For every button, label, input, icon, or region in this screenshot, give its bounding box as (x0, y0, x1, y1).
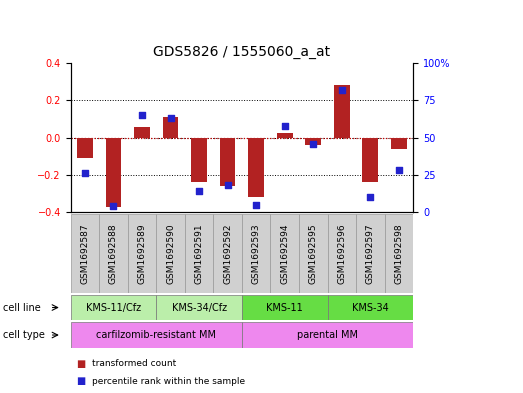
Text: GSM1692595: GSM1692595 (309, 223, 318, 284)
Text: ■: ■ (76, 376, 85, 386)
Bar (270, 214, 299, 293)
Text: transformed count: transformed count (92, 359, 176, 368)
Text: GSM1692589: GSM1692589 (138, 223, 146, 284)
Bar (156, 295, 242, 320)
Bar (384, 214, 413, 293)
Bar (299, 214, 327, 293)
Text: GSM1692597: GSM1692597 (366, 223, 375, 284)
Point (81, 170, 89, 176)
Bar (242, 214, 270, 293)
Bar (248, 138, 264, 197)
Text: carfilzomib-resistant MM: carfilzomib-resistant MM (96, 330, 216, 340)
Text: GSM1692593: GSM1692593 (252, 223, 260, 284)
Point (309, 140, 317, 147)
Text: percentile rank within the sample: percentile rank within the sample (92, 377, 245, 386)
Bar (391, 138, 407, 149)
Bar (213, 214, 242, 293)
Bar (71, 295, 156, 320)
Bar (327, 214, 356, 293)
Point (166, 115, 175, 121)
Point (252, 202, 260, 208)
Bar (99, 214, 128, 293)
Bar (163, 117, 178, 138)
Text: cell line: cell line (3, 303, 40, 312)
Bar (334, 85, 350, 138)
Bar (71, 214, 99, 293)
Bar (327, 295, 413, 320)
Bar (305, 138, 321, 145)
Bar (106, 138, 121, 207)
Point (223, 182, 232, 189)
Text: GSM1692590: GSM1692590 (166, 223, 175, 284)
Text: GSM1692588: GSM1692588 (109, 223, 118, 284)
Text: GDS5826 / 1555060_a_at: GDS5826 / 1555060_a_at (153, 45, 331, 59)
Text: cell type: cell type (3, 330, 44, 340)
Point (109, 203, 118, 209)
Point (280, 123, 289, 129)
Bar (134, 127, 150, 138)
Bar (77, 138, 93, 158)
Text: KMS-34: KMS-34 (352, 303, 389, 312)
Bar (156, 214, 185, 293)
Bar (242, 295, 327, 320)
Point (366, 194, 374, 200)
Text: KMS-11: KMS-11 (266, 303, 303, 312)
Text: KMS-34/Cfz: KMS-34/Cfz (172, 303, 226, 312)
Text: GSM1692591: GSM1692591 (195, 223, 203, 284)
Text: GSM1692592: GSM1692592 (223, 223, 232, 284)
Bar (185, 214, 213, 293)
Text: GSM1692594: GSM1692594 (280, 223, 289, 284)
Bar (356, 214, 384, 293)
Bar (128, 214, 156, 293)
Point (395, 167, 403, 174)
Bar (71, 322, 242, 348)
Text: KMS-11/Cfz: KMS-11/Cfz (86, 303, 141, 312)
Bar (242, 322, 413, 348)
Point (195, 188, 203, 195)
Bar (277, 133, 292, 138)
Text: GSM1692598: GSM1692598 (394, 223, 403, 284)
Text: GSM1692596: GSM1692596 (337, 223, 346, 284)
Bar (220, 138, 235, 186)
Bar (191, 138, 207, 182)
Point (338, 86, 346, 93)
Text: ■: ■ (76, 358, 85, 369)
Text: parental MM: parental MM (297, 330, 358, 340)
Point (138, 112, 146, 118)
Bar (362, 138, 378, 182)
Text: GSM1692587: GSM1692587 (81, 223, 89, 284)
